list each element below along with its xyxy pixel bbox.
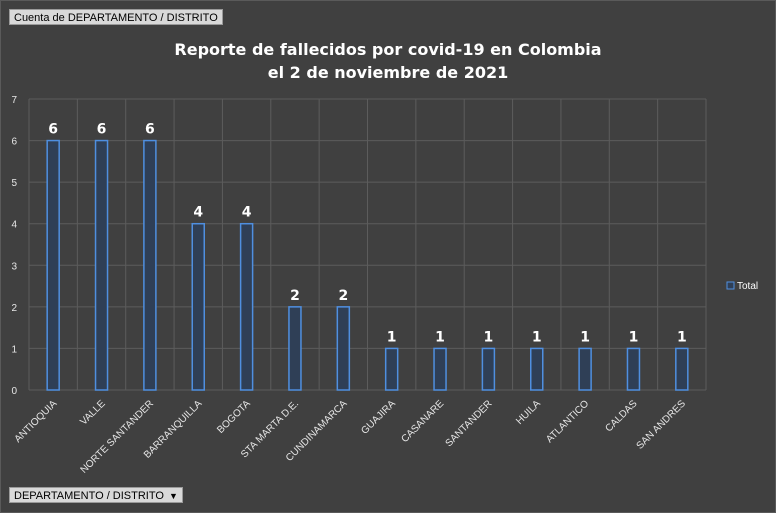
data-label: 1 <box>629 329 639 345</box>
value-field-button[interactable]: Cuenta de DEPARTAMENTO / DISTRITO <box>9 9 223 25</box>
bar <box>143 139 157 391</box>
y-tick-label: 2 <box>11 303 17 314</box>
chart-title-line-1: Reporte de fallecidos por covid-19 en Co… <box>174 40 602 59</box>
x-tick-label: ATLANTICO <box>544 398 591 445</box>
data-label: 1 <box>484 329 494 345</box>
axis-field-label: DEPARTAMENTO / DISTRITO <box>14 490 164 502</box>
data-label: 4 <box>242 205 252 221</box>
bar <box>336 306 351 391</box>
x-tick-label: SANTANDER <box>444 398 495 449</box>
bar <box>94 139 109 391</box>
bar <box>626 347 641 391</box>
y-tick-label: 0 <box>11 386 17 397</box>
data-label: 6 <box>97 122 107 138</box>
bar <box>239 222 254 391</box>
x-tick-label: CALDAS <box>604 398 640 434</box>
legend-label: Total <box>737 281 758 292</box>
data-label: 1 <box>387 329 397 345</box>
legend-swatch <box>726 281 735 290</box>
bar <box>433 347 447 391</box>
bar <box>530 347 544 391</box>
x-tick-label: CASANARE <box>399 398 446 445</box>
data-label: 2 <box>290 288 300 304</box>
bar <box>191 222 205 391</box>
data-label: 1 <box>532 329 542 345</box>
x-tick-label: HUILA <box>514 398 543 427</box>
y-tick-label: 4 <box>11 220 17 231</box>
data-label: 2 <box>338 288 348 304</box>
axis-field-button[interactable]: DEPARTAMENTO / DISTRITO ▼ <box>9 487 183 503</box>
data-label: 6 <box>145 122 155 138</box>
x-tick-label: SAN ANDRES <box>635 398 689 452</box>
x-tick-label: GUAJIRA <box>359 398 398 437</box>
bar <box>578 347 592 391</box>
bar <box>384 347 399 391</box>
y-tick-label: 3 <box>11 261 17 272</box>
chart-title-line-2: el 2 de noviembre de 2021 <box>267 63 509 82</box>
data-label: 1 <box>580 329 590 345</box>
y-tick-label: 5 <box>11 178 17 189</box>
bar <box>481 347 496 391</box>
x-tick-label: ANTIOQUIA <box>13 398 60 445</box>
y-tick-label: 6 <box>11 137 17 148</box>
y-tick-label: 1 <box>11 344 17 355</box>
x-tick-label: VALLE <box>78 398 108 428</box>
data-label: 1 <box>435 329 445 345</box>
data-label: 1 <box>677 329 687 345</box>
bar <box>46 139 60 391</box>
bar <box>675 347 689 391</box>
data-label: 4 <box>193 205 203 221</box>
data-label: 6 <box>48 122 58 138</box>
x-tick-label: BOGOTA <box>215 398 253 436</box>
bar <box>288 306 302 391</box>
chevron-down-icon[interactable]: ▼ <box>169 491 178 501</box>
y-tick-label: 7 <box>11 95 17 106</box>
